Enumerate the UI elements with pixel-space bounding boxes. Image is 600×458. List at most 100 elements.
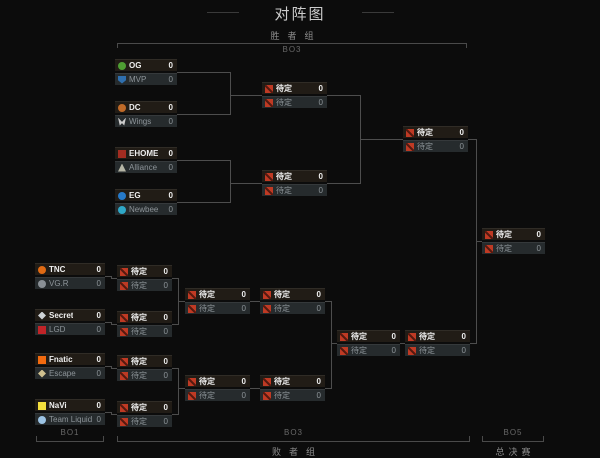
match-slot-tbd[interactable]: 待定 0 — [482, 228, 545, 240]
team-score: 0 — [96, 369, 101, 378]
match-wb-r2-m1: 待定 0 待定 0 — [262, 82, 327, 110]
connector-line — [327, 95, 360, 96]
match-slot-tbd[interactable]: 待定 0 — [117, 401, 172, 413]
connector-line — [177, 72, 230, 73]
match-wb-r2-m2: 待定 0 待定 0 — [262, 170, 327, 198]
match-lb-r2-m4: 待定 0 待定 0 — [117, 401, 172, 429]
team-score: 0 — [163, 371, 168, 380]
eg-logo-icon — [118, 191, 126, 200]
connector-line — [325, 301, 331, 302]
team-name: 待定 — [351, 346, 367, 355]
tbd-logo-icon — [408, 332, 416, 341]
grand-final-format-line — [482, 436, 544, 442]
match-slot-alliance[interactable]: Alliance 0 — [115, 161, 177, 173]
match-slot-team-liquid[interactable]: Team Liquid 0 — [35, 413, 105, 425]
team-score: 0 — [318, 186, 323, 195]
team-score: 0 — [168, 75, 173, 84]
match-lb-r1-m1: TNC 0 VG.R 0 — [35, 263, 105, 291]
team-score: 0 — [163, 357, 168, 366]
match-slot-tbd[interactable]: 待定 0 — [185, 375, 250, 387]
match-slot-secret[interactable]: Secret 0 — [35, 309, 105, 321]
match-slot-tbd[interactable]: 待定 0 — [337, 330, 400, 342]
team-score: 0 — [96, 265, 101, 274]
match-wb-r1-m1: OG 0 MVP 0 — [115, 59, 177, 87]
match-slot-tbd[interactable]: 待定 0 — [403, 140, 468, 152]
match-slot-tbd[interactable]: 待定 0 — [185, 302, 250, 314]
connector-line — [250, 388, 260, 389]
match-slot-tbd[interactable]: 待定 0 — [117, 311, 172, 323]
title-divider-left — [207, 12, 239, 13]
fnatic-logo-icon — [38, 355, 46, 364]
escape-logo-icon — [38, 369, 46, 378]
tbd-logo-icon — [485, 244, 493, 253]
connector-line — [111, 412, 112, 415]
match-slot-tbd[interactable]: 待定 0 — [262, 82, 327, 94]
match-slot-tbd[interactable]: 待定 0 — [262, 96, 327, 108]
team-score: 0 — [241, 290, 246, 299]
team-score: 0 — [163, 327, 168, 336]
team-score: 0 — [96, 279, 101, 288]
team-name: Fnatic — [49, 355, 73, 364]
match-slot-mvp[interactable]: MVP 0 — [115, 73, 177, 85]
match-slot-ehome[interactable]: EHOME 0 — [115, 147, 177, 159]
match-slot-tbd[interactable]: 待定 0 — [405, 344, 470, 356]
match-slot-tbd[interactable]: 待定 0 — [117, 355, 172, 367]
match-slot-tbd[interactable]: 待定 0 — [337, 344, 400, 356]
match-slot-tbd[interactable]: 待定 0 — [403, 126, 468, 138]
connector-line — [250, 301, 260, 302]
match-slot-lgd[interactable]: LGD 0 — [35, 323, 105, 335]
match-slot-newbee[interactable]: Newbee 0 — [115, 203, 177, 215]
match-lb-r2-m3: 待定 0 待定 0 — [117, 355, 172, 383]
match-slot-wings[interactable]: Wings 0 — [115, 115, 177, 127]
match-lb-r2-m2: 待定 0 待定 0 — [117, 311, 172, 339]
match-slot-eg[interactable]: EG 0 — [115, 189, 177, 201]
match-slot-tbd[interactable]: 待定 0 — [482, 242, 545, 254]
match-wb-r1-m2: DC 0 Wings 0 — [115, 101, 177, 129]
connector-line — [178, 388, 185, 389]
match-slot-tbd[interactable]: 待定 0 — [185, 288, 250, 300]
tbd-logo-icon — [188, 290, 196, 299]
match-slot-dc[interactable]: DC 0 — [115, 101, 177, 113]
title-divider-right — [362, 12, 394, 13]
team-score: 0 — [316, 290, 321, 299]
match-slot-tnc[interactable]: TNC 0 — [35, 263, 105, 275]
team-name: 待定 — [276, 98, 292, 107]
team-score: 0 — [168, 117, 173, 126]
tbd-logo-icon — [263, 391, 271, 400]
team-score: 0 — [168, 205, 173, 214]
team-score: 0 — [318, 98, 323, 107]
match-slot-tbd[interactable]: 待定 0 — [260, 302, 325, 314]
tbd-logo-icon — [485, 230, 493, 239]
match-slot-tbd[interactable]: 待定 0 — [117, 369, 172, 381]
connector-line — [105, 412, 111, 413]
tbd-logo-icon — [265, 172, 273, 181]
match-lb-r2-m1: 待定 0 待定 0 — [117, 265, 172, 293]
match-lb-r4-m1: 待定 0 待定 0 — [260, 288, 325, 316]
match-slot-tbd[interactable]: 待定 0 — [117, 265, 172, 277]
match-slot-vg-r[interactable]: VG.R 0 — [35, 277, 105, 289]
grand-final-group-label: 总决赛 — [495, 447, 535, 457]
match-slot-tbd[interactable]: 待定 0 — [185, 389, 250, 401]
match-slot-tbd[interactable]: 待定 0 — [405, 330, 470, 342]
match-slot-tbd[interactable]: 待定 0 — [117, 325, 172, 337]
connector-line — [230, 183, 262, 184]
tnc-logo-icon — [38, 265, 46, 274]
match-lb-r3-m2: 待定 0 待定 0 — [185, 375, 250, 403]
match-slot-tbd[interactable]: 待定 0 — [260, 389, 325, 401]
match-slot-tbd[interactable]: 待定 0 — [260, 375, 325, 387]
match-slot-tbd[interactable]: 待定 0 — [260, 288, 325, 300]
match-slot-fnatic[interactable]: Fnatic 0 — [35, 353, 105, 365]
tbd-logo-icon — [406, 142, 414, 151]
team-name: 待定 — [199, 304, 215, 313]
match-slot-navi[interactable]: NaVi 0 — [35, 399, 105, 411]
match-slot-tbd[interactable]: 待定 0 — [262, 184, 327, 196]
match-slot-tbd[interactable]: 待定 0 — [117, 279, 172, 291]
match-slot-tbd[interactable]: 待定 0 — [117, 415, 172, 427]
match-slot-og[interactable]: OG 0 — [115, 59, 177, 71]
match-slot-tbd[interactable]: 待定 0 — [262, 170, 327, 182]
team-name: 待定 — [131, 371, 147, 380]
match-lb-r4-m2: 待定 0 待定 0 — [260, 375, 325, 403]
navi-logo-icon — [38, 401, 46, 410]
team-score: 0 — [168, 103, 173, 112]
match-slot-escape[interactable]: Escape 0 — [35, 367, 105, 379]
